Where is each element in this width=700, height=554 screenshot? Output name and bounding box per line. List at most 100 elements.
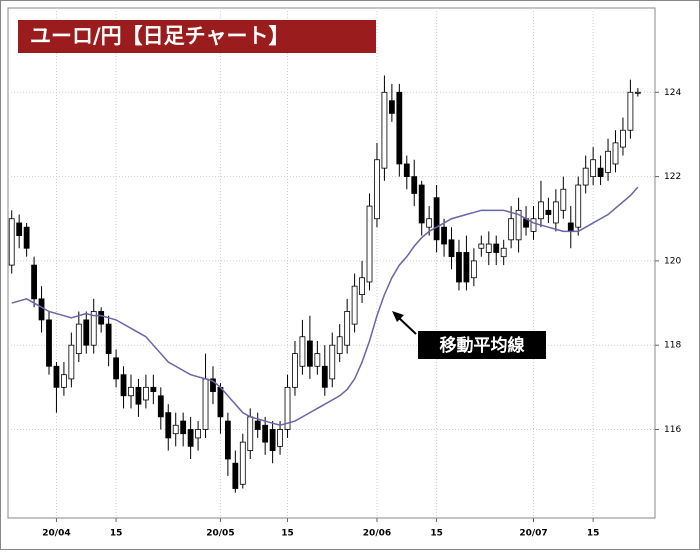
candle-body xyxy=(567,222,574,232)
candle-body xyxy=(254,420,261,430)
x-tick-label: 15 xyxy=(110,529,123,539)
x-tick-label: 15 xyxy=(281,529,294,539)
candle-body xyxy=(98,311,105,325)
candle-body xyxy=(195,429,201,439)
candle-body xyxy=(262,424,269,443)
chart-title: ユーロ/円【日足チャート】 xyxy=(30,24,289,48)
candle-body xyxy=(38,298,45,321)
candle-body xyxy=(90,311,97,346)
candle-body xyxy=(351,285,358,325)
candle-body xyxy=(485,243,492,253)
candle-body xyxy=(620,129,626,148)
candle-body xyxy=(53,365,60,388)
candle-body xyxy=(299,336,306,367)
candle-body xyxy=(478,243,485,249)
annotation-box xyxy=(418,331,546,359)
x-tick-label: 15 xyxy=(587,529,600,539)
candle-body xyxy=(224,420,231,460)
candle-body xyxy=(269,429,276,451)
candle-body xyxy=(157,395,164,418)
candle-body xyxy=(46,319,52,367)
candle-body xyxy=(426,218,433,228)
candle-body xyxy=(448,239,455,258)
candle-body xyxy=(284,386,291,430)
candle-body xyxy=(105,323,112,355)
candle-body xyxy=(83,319,90,346)
y-tick-label: 116 xyxy=(664,425,681,435)
candle-body xyxy=(150,386,157,392)
candle-body xyxy=(202,378,209,430)
candle-body xyxy=(552,201,559,224)
candle-body xyxy=(411,176,418,194)
candle-body xyxy=(381,91,388,169)
candle-body xyxy=(634,91,641,94)
candle-body xyxy=(433,197,440,241)
candle-body xyxy=(336,336,343,355)
candle-body xyxy=(515,209,522,241)
x-tick-label: 20/05 xyxy=(206,529,234,539)
candle-body xyxy=(75,323,82,355)
candle-body xyxy=(441,226,447,245)
y-tick-label: 122 xyxy=(664,172,681,182)
title-box xyxy=(18,20,376,53)
candle-body xyxy=(113,357,119,380)
candle-body xyxy=(470,260,477,279)
candle-body xyxy=(590,159,597,177)
candle-body xyxy=(306,340,313,367)
candle-body xyxy=(61,374,67,388)
candle-body xyxy=(187,429,194,447)
candle-body xyxy=(560,188,567,211)
x-tick-label: 20/06 xyxy=(363,529,391,539)
candle-body xyxy=(403,163,410,177)
candle-body xyxy=(165,412,172,439)
candle-body xyxy=(575,184,582,228)
candle-body xyxy=(597,167,604,177)
candle-body xyxy=(612,142,619,165)
arrow-head xyxy=(392,311,404,322)
candle-body xyxy=(16,222,23,237)
candle-body xyxy=(180,420,187,435)
arrow-shaft xyxy=(397,316,417,335)
candle-body xyxy=(456,252,462,283)
candle-body xyxy=(530,218,537,232)
y-tick-label: 120 xyxy=(664,256,681,266)
candle-body xyxy=(142,386,149,401)
candle-body xyxy=(545,209,552,215)
y-tick-label: 118 xyxy=(664,341,681,351)
candle-body xyxy=(31,264,37,300)
candle-body xyxy=(418,184,425,224)
plot-area xyxy=(7,7,656,519)
candle-body xyxy=(172,424,179,435)
candle-body xyxy=(23,226,30,249)
candle-body xyxy=(247,416,254,451)
candle-body xyxy=(292,353,298,388)
candle-body xyxy=(135,386,142,405)
candle-body xyxy=(605,150,611,173)
candle-body xyxy=(463,252,470,283)
candle-body xyxy=(388,100,395,114)
candle-body xyxy=(396,91,403,165)
candle-body xyxy=(374,159,380,220)
candle-body xyxy=(508,218,515,241)
y-tick-label: 124 xyxy=(664,88,681,98)
candle-body xyxy=(232,462,239,489)
candle-body xyxy=(366,205,373,283)
candle-body xyxy=(120,374,127,397)
x-tick-label: 15 xyxy=(430,529,443,539)
candle-body xyxy=(329,344,336,380)
candle-body xyxy=(500,247,507,258)
x-tick-label: 20/07 xyxy=(519,529,547,539)
candle-body xyxy=(582,167,589,186)
candle-body xyxy=(321,365,328,388)
candle-body xyxy=(210,378,216,392)
moving-average-line xyxy=(11,186,639,427)
candle-body xyxy=(538,201,544,220)
candle-body xyxy=(128,386,134,397)
marks: 116 118 120 122 124 20/04 15 20/05 15 20/06 15 20/0… xyxy=(8,8,681,539)
candle-body xyxy=(8,218,15,266)
candle-body xyxy=(359,277,365,296)
candle-body xyxy=(217,386,224,418)
candle-body xyxy=(68,344,75,380)
